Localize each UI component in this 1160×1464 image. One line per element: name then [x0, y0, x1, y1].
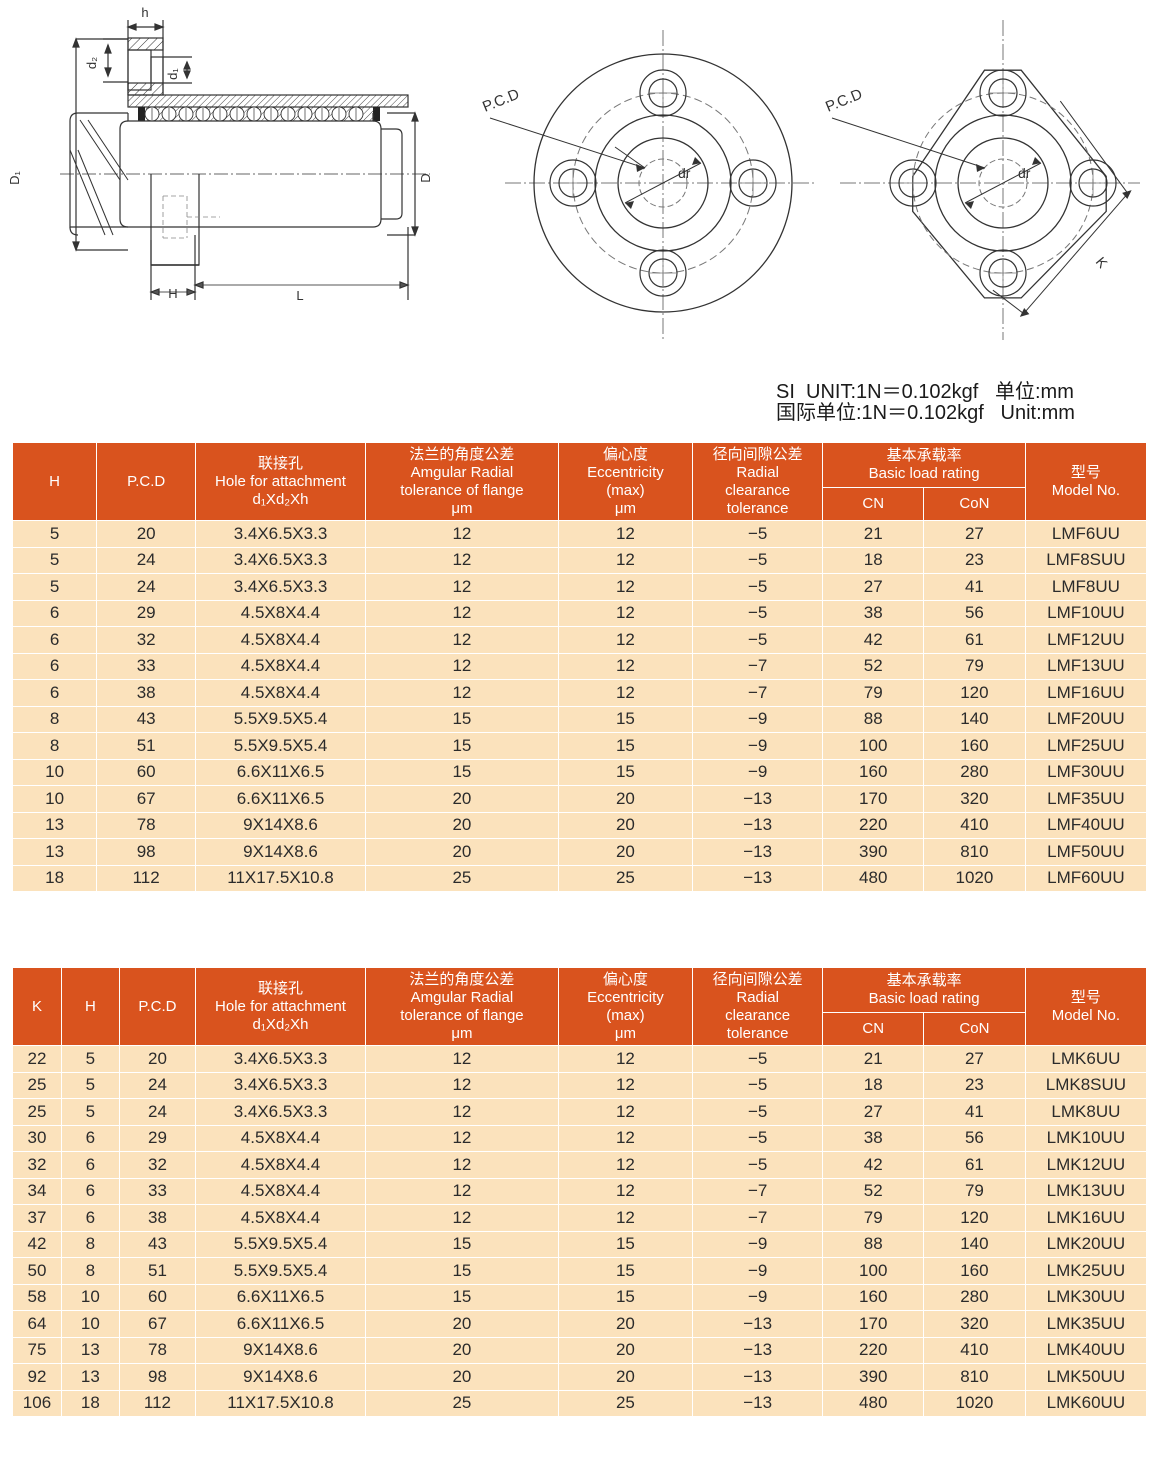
svg-text:D₁: D₁: [7, 171, 22, 185]
svg-text:dr: dr: [678, 165, 691, 181]
svg-text:P.C.D: P.C.D: [823, 86, 865, 116]
svg-text:P.C.D: P.C.D: [480, 86, 522, 116]
svg-text:d₁: d₁: [165, 68, 180, 80]
svg-text:K: K: [1093, 254, 1112, 272]
svg-text:h: h: [141, 5, 148, 20]
svg-text:H: H: [168, 286, 177, 301]
svg-text:D: D: [418, 173, 433, 182]
svg-text:dr: dr: [1018, 165, 1031, 181]
svg-text:L: L: [296, 288, 303, 303]
svg-text:d₂: d₂: [84, 57, 99, 69]
